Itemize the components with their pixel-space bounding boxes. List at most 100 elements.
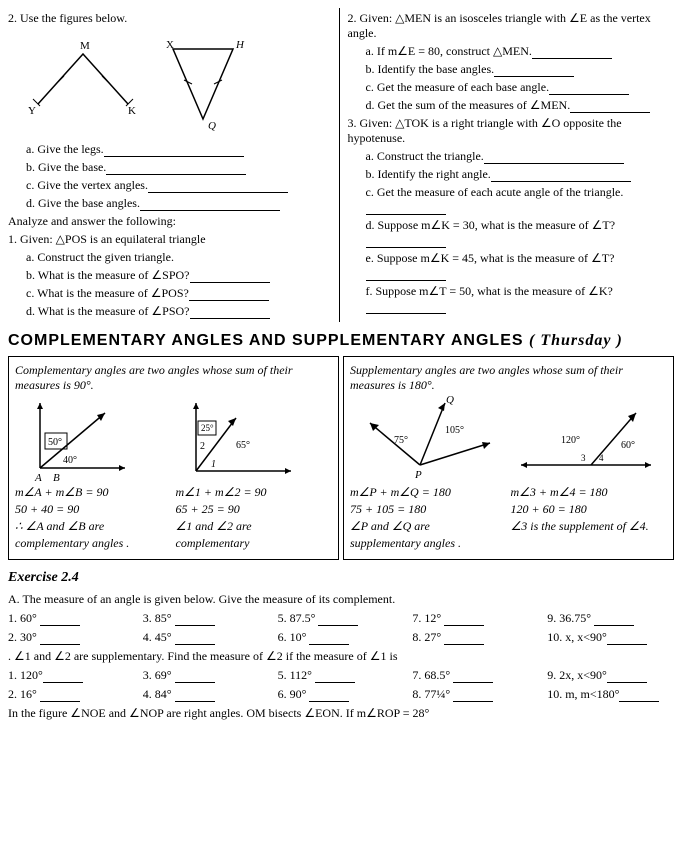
ex-item: 2. 16° (8, 687, 135, 702)
blank[interactable] (106, 163, 246, 175)
ex-item: 6. 90° (278, 687, 405, 702)
supp-eq1a: m∠P + m∠Q = 180 (350, 485, 507, 500)
blank[interactable] (484, 152, 624, 164)
ex-item: 5. 112° (278, 668, 405, 683)
supplementary-box: Supplementary angles are two angles whos… (343, 356, 674, 560)
ex-item: 9. 36.75° (547, 611, 674, 626)
blank[interactable] (549, 83, 629, 95)
svg-text:Q: Q (446, 394, 454, 406)
section-title: COMPLEMENTARY ANGLES AND SUPPLEMENTARY A… (8, 332, 674, 350)
blank[interactable] (40, 691, 80, 702)
blank[interactable] (190, 307, 270, 319)
q3rc: c. Get the measure of each acute angle o… (366, 185, 675, 215)
comp-eq1d: complementary angles . (15, 536, 172, 551)
blank[interactable] (453, 672, 493, 683)
comp-col2: 25° 2 65° 1 m∠1 + m∠2 = 90 65 + 25 = 90 … (176, 393, 333, 553)
blank[interactable] (309, 634, 349, 645)
blank[interactable] (594, 615, 634, 626)
blank[interactable] (189, 289, 269, 301)
svg-text:H: H (235, 39, 245, 51)
blank[interactable] (366, 269, 446, 281)
blank[interactable] (175, 672, 215, 683)
top-right-column: 2. Given: △MEN is an isosceles triangle … (344, 8, 675, 322)
blank[interactable] (444, 634, 484, 645)
analyze-header: Analyze and answer the following: (8, 214, 335, 229)
blank[interactable] (140, 199, 280, 211)
blank[interactable] (366, 203, 446, 215)
q2a: a. Give the legs. (26, 142, 335, 157)
comp-col1: 50° 40° A B m∠A + m∠B = 90 50 + 40 = 90 … (15, 393, 172, 553)
comp-eq2c: ∠1 and ∠2 are (176, 519, 333, 534)
ex-item: 1. 120° (8, 668, 135, 683)
svg-text:4: 4 (599, 453, 604, 463)
blank[interactable] (104, 145, 244, 157)
triangle-myk: M Y K (28, 34, 138, 124)
blank[interactable] (40, 634, 80, 645)
q3rd: d. Suppose m∠K = 30, what is the measure… (366, 218, 675, 248)
q3rb-text: b. Identify the right angle. (366, 167, 491, 181)
q3r-header: 3. Given: △TOK is a right triangle with … (348, 116, 675, 146)
ex-item: 8. 77¼° (412, 687, 539, 702)
ex-item: 2. 30° (8, 630, 135, 645)
ex-final: In the figure ∠NOE and ∠NOP are right an… (8, 706, 674, 721)
exercise-title: Exercise 2.4 (8, 570, 674, 586)
comp-eq1c: ∴ ∠A and ∠B are (15, 519, 172, 534)
blank[interactable] (309, 691, 349, 702)
q2rb: b. Identify the base angles. (366, 62, 675, 77)
q1b-text: b. What is the measure of ∠SPO? (26, 268, 190, 282)
blank[interactable] (175, 615, 215, 626)
blank[interactable] (148, 181, 288, 193)
blank[interactable] (43, 672, 83, 683)
blank[interactable] (175, 691, 215, 702)
q3ra: a. Construct the triangle. (366, 149, 675, 164)
blank[interactable] (491, 170, 631, 182)
svg-text:1: 1 (211, 459, 216, 470)
ex-final-text: In the figure ∠NOE and ∠NOP are right an… (8, 706, 429, 720)
supp-eq2c: ∠3 is the supplement of ∠4. (511, 519, 668, 534)
q2d-text: d. Give the base angles. (26, 196, 140, 210)
q2rc-text: c. Get the measure of each base angle. (366, 80, 550, 94)
blank[interactable] (366, 302, 446, 314)
comp-eq2a: m∠1 + m∠2 = 90 (176, 485, 333, 500)
blank[interactable] (190, 271, 270, 283)
ex-partA: A. The measure of an angle is given belo… (8, 592, 674, 607)
q1b: b. What is the measure of ∠SPO? (26, 268, 335, 283)
blank[interactable] (532, 47, 612, 59)
ex-grid-a: 1. 60° 3. 85° 5. 87.5° 7. 12° 9. 36.75° … (8, 611, 674, 645)
svg-text:25°: 25° (201, 423, 214, 433)
svg-text:M: M (80, 40, 90, 52)
top-left-column: 2. Use the figures below. M Y K X H Q (8, 8, 340, 322)
supp-eq1c: ∠P and ∠Q are (350, 519, 507, 534)
blank[interactable] (570, 101, 650, 113)
svg-text:3: 3 (581, 453, 586, 463)
angle-definitions: Complementary angles are two angles whos… (8, 356, 674, 560)
figures-row: M Y K X H Q (28, 34, 335, 134)
blank[interactable] (444, 615, 484, 626)
svg-text:65°: 65° (236, 440, 250, 451)
blank[interactable] (175, 634, 215, 645)
comp-diagram-1: 50° 40° A B (15, 393, 155, 483)
supp-diagram-2: 120° 60° 3 4 (511, 393, 661, 483)
q2d: d. Give the base angles. (26, 196, 335, 211)
q2rd-text: d. Get the sum of the measures of ∠MEN. (366, 98, 571, 112)
q2c: c. Give the vertex angles. (26, 178, 335, 193)
q2c-text: c. Give the vertex angles. (26, 178, 148, 192)
blank[interactable] (607, 672, 647, 683)
ex-item: 7. 68.5° (412, 668, 539, 683)
ex-item: 8. 27° (412, 630, 539, 645)
blank[interactable] (315, 672, 355, 683)
blank[interactable] (318, 615, 358, 626)
blank[interactable] (619, 691, 659, 702)
blank[interactable] (366, 236, 446, 248)
blank[interactable] (40, 615, 80, 626)
triangle-xhq: X H Q (158, 34, 248, 134)
blank[interactable] (453, 691, 493, 702)
svg-text:Y: Y (28, 105, 36, 117)
supp-eq1b: 75 + 105 = 180 (350, 502, 507, 517)
q1-header: 1. Given: △POS is an equilateral triangl… (8, 232, 335, 247)
q3rf: f. Suppose m∠T = 50, what is the measure… (366, 284, 675, 314)
blank[interactable] (607, 634, 647, 645)
comp-diagram-2: 25° 2 65° 1 (176, 393, 316, 483)
ex-item: 9. 2x, x<90° (547, 668, 674, 683)
blank[interactable] (494, 65, 574, 77)
